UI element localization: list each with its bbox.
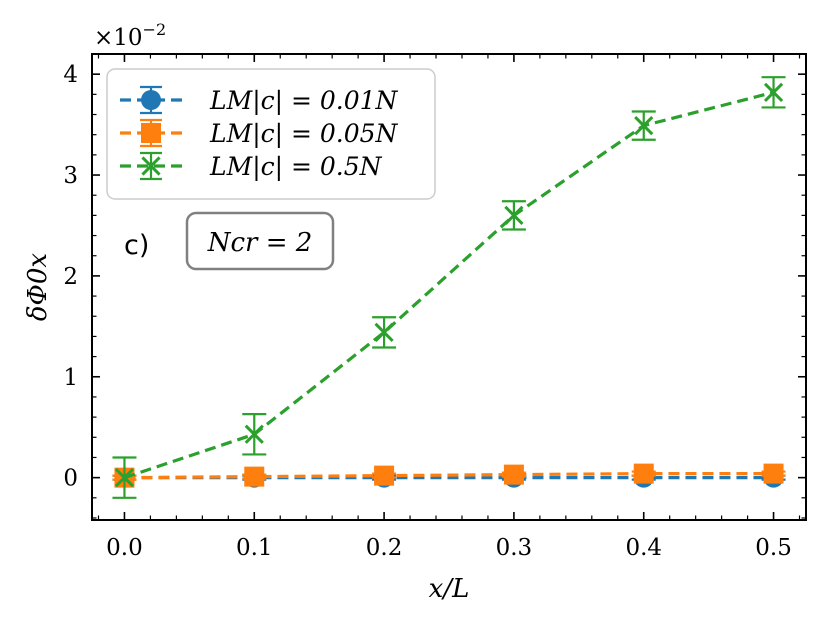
x-tick-label: 0.0 [106,535,143,561]
x-marker-stroke [634,116,654,136]
x-marker-stroke [374,322,394,343]
y-axis-label: δΦ0x [23,253,53,322]
square-marker [633,463,654,484]
x-marker [244,424,264,444]
x-tick-label: 0.3 [496,535,533,561]
x-tick-label: 0.4 [625,535,662,561]
series-3 [112,76,786,499]
panel-label: c) [124,230,149,261]
y-scale-multiplier: ×10−2 [94,20,166,51]
x-axis-label: x/L [429,574,470,604]
legend-label: LM|c| = 0.05N [209,119,399,149]
y-tick-label: 2 [63,264,78,290]
y-tick-label: 1 [63,365,78,391]
annotation-text: Ncr = 2 [207,228,313,258]
y-scale-base: ×10 [94,25,143,51]
annotation-box-frame [185,211,335,271]
x-marker [114,468,135,488]
x-tick-label: 0.1 [236,535,273,561]
x-marker [374,322,394,343]
series-2 [112,463,786,488]
series-layer [112,76,786,499]
series-line [124,472,774,480]
circle-marker [141,90,161,110]
y-tick-label: 0 [63,466,78,492]
annotation-box: Ncr = 2 [185,211,335,271]
x-marker-stroke [504,205,524,225]
legend-entry: LM|c| = 0.05N [120,118,399,149]
x-marker-stroke [763,82,784,102]
x-marker [141,156,161,176]
x-marker-stroke [244,424,264,444]
x-marker-stroke [114,468,135,488]
plot-frame [91,53,807,521]
square-marker [503,464,524,485]
legend-entry: LM|c| = 0.01N [120,85,399,116]
x-tick-label: 0.2 [366,535,403,561]
legend-label: LM|c| = 0.5N [209,152,383,182]
y-tick-label: 4 [63,62,78,88]
square-marker [763,463,784,484]
x-tick-label: 0.5 [755,535,792,561]
y-scale-exponent: −2 [143,20,167,39]
x-marker [763,82,784,102]
legend-label: LM|c| = 0.01N [209,86,399,116]
legend-entry: LM|c| = 0.5N [120,151,383,182]
series-line [123,90,774,480]
x-marker [634,116,654,136]
square-marker [141,123,161,143]
legend-box [106,68,436,200]
square-marker [244,466,265,487]
x-marker [504,205,524,225]
square-marker [374,465,395,486]
x-marker-stroke [141,156,161,176]
y-tick-label: 3 [63,163,78,189]
